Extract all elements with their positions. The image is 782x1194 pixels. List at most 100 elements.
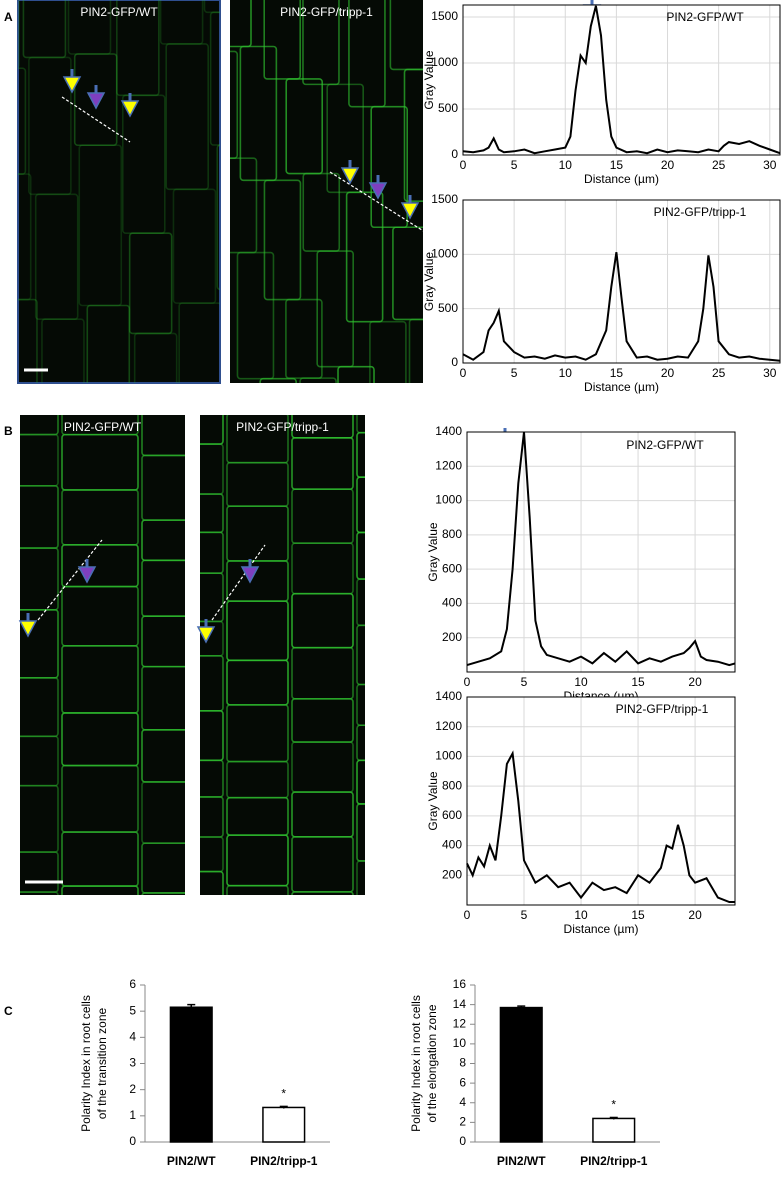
cell [200, 531, 224, 574]
cell [20, 676, 59, 738]
cell [200, 443, 224, 495]
cell [200, 710, 224, 762]
y-tick-label: 400 [442, 596, 462, 610]
cell [356, 683, 365, 727]
cell [356, 759, 365, 805]
plot-area [466, 431, 736, 673]
cell [259, 377, 297, 383]
cell [356, 624, 365, 686]
x-tick-label: PIN2/WT [167, 1154, 216, 1168]
x-tick-label: 10 [574, 908, 588, 922]
cell [337, 365, 375, 383]
chart-title: PIN2-GFP/tripp-1 [654, 205, 747, 219]
cell [299, 377, 337, 383]
cell [356, 431, 365, 478]
y-tick-label: 5 [129, 1003, 136, 1017]
y-tick-label: 0 [459, 1134, 466, 1148]
cell [20, 433, 59, 487]
y-tick-label: 200 [442, 867, 462, 881]
profile-line [462, 5, 781, 155]
cell [86, 304, 131, 383]
y-tick-label: 4 [129, 1030, 136, 1044]
cell [403, 68, 423, 203]
cell-walls [200, 415, 365, 895]
y-tick-label: 14 [453, 997, 467, 1011]
cell [200, 493, 224, 534]
micrograph [20, 415, 185, 895]
x-tick-label: 15 [631, 675, 645, 689]
x-tick-label: 10 [574, 675, 588, 689]
cell [41, 318, 85, 383]
cell [133, 332, 178, 383]
x-tick-label: 5 [511, 366, 518, 380]
cell [369, 320, 407, 383]
cell [356, 578, 365, 627]
cell [121, 94, 166, 234]
bar [592, 1117, 636, 1143]
y-tick-label: 1000 [431, 247, 458, 261]
y-tick-label: 8 [459, 1056, 466, 1070]
x-tick-label: 10 [559, 158, 573, 172]
y-axis-label: of the elongation zone [425, 1004, 439, 1122]
cell [159, 0, 204, 45]
profile-line [466, 750, 735, 903]
y-tick-label: 400 [442, 838, 462, 852]
profile-line [329, 171, 426, 233]
y-tick-label: 1500 [431, 9, 458, 23]
cell [73, 53, 118, 147]
y-tick-label: 1200 [435, 719, 462, 733]
profile-line [211, 544, 266, 621]
x-axis-label: Distance (µm) [584, 380, 659, 394]
cell [20, 891, 59, 895]
y-tick-label: 1400 [435, 424, 462, 438]
cell [200, 572, 224, 623]
y-tick-label: 16 [453, 977, 467, 991]
y-tick-label: 500 [438, 301, 458, 315]
cell [172, 188, 217, 304]
y-tick-label: 1 [129, 1108, 136, 1122]
y-tick-label: 10 [453, 1036, 467, 1050]
cell [348, 0, 386, 108]
cell [18, 173, 32, 301]
x-tick-label: 30 [763, 158, 777, 172]
bar [262, 1106, 306, 1143]
plot-area [462, 4, 781, 156]
cell [141, 728, 185, 783]
y-tick-label: 1000 [435, 493, 462, 507]
x-tick-label: 25 [712, 158, 726, 172]
x-tick-label: PIN2/WT [497, 1154, 546, 1168]
panel-label: A [4, 10, 13, 24]
image-label: PIN2-GFP/WT [64, 420, 142, 434]
y-tick-label: 3 [129, 1056, 136, 1070]
cell [356, 860, 365, 895]
cell [263, 179, 302, 301]
x-tick-label: 15 [610, 366, 624, 380]
micrograph [17, 0, 221, 384]
cell [28, 56, 72, 196]
cell [230, 157, 258, 254]
plot-frame [462, 4, 781, 156]
cell [20, 851, 59, 893]
x-tick-label: 15 [610, 158, 624, 172]
x-tick-label: 10 [559, 366, 573, 380]
plot-frame [462, 199, 781, 364]
x-tick-label: 15 [631, 908, 645, 922]
cell [116, 0, 160, 97]
x-axis-label: Distance (µm) [584, 172, 659, 186]
y-axis-label: Gray Value [422, 252, 436, 311]
y-tick-label: 2 [459, 1115, 466, 1129]
cell [165, 43, 209, 191]
y-tick-label: 0 [451, 355, 458, 369]
x-tick-label: 20 [688, 675, 702, 689]
cell [356, 724, 365, 762]
y-tick-label: 1400 [435, 689, 462, 703]
profile-line [466, 431, 736, 667]
cell [302, 0, 340, 86]
x-tick-label: PIN2/tripp-1 [580, 1154, 648, 1168]
y-tick-label: 0 [451, 147, 458, 161]
cell [285, 298, 323, 379]
cell [18, 67, 27, 175]
x-tick-label: 0 [460, 158, 467, 172]
cell [370, 105, 409, 229]
